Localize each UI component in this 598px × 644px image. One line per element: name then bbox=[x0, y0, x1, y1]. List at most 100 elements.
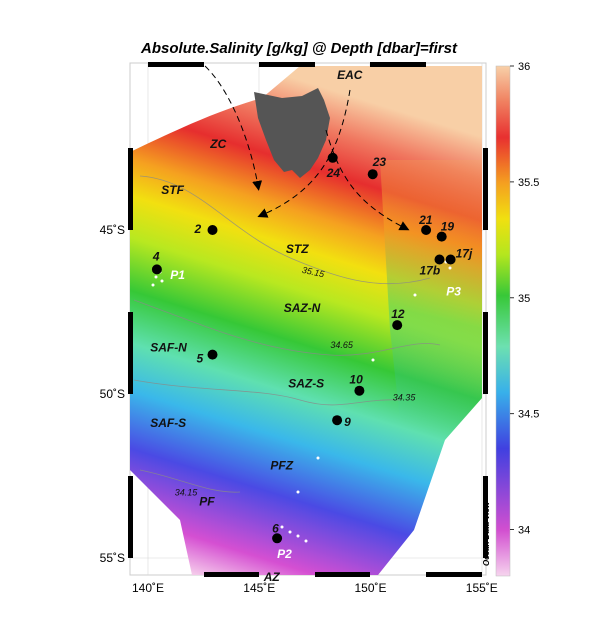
border-tick-bottom bbox=[204, 572, 259, 577]
float-track-misc-point bbox=[296, 490, 300, 494]
station-marker bbox=[445, 254, 456, 265]
contour-lines bbox=[133, 175, 441, 493]
contour-label: 34.65 bbox=[330, 340, 354, 350]
float-track-p1-point bbox=[154, 275, 158, 279]
station-label: 12 bbox=[391, 307, 405, 321]
contour-labels: 35.15 34.65 34.35 34.15 bbox=[175, 265, 417, 498]
station-label: 24 bbox=[326, 166, 341, 180]
contour-line-35-15 bbox=[139, 175, 431, 285]
y-tick-label: 55˚S bbox=[100, 551, 125, 565]
salinity-field bbox=[130, 66, 482, 575]
zone-label: AZ bbox=[263, 570, 281, 584]
station-label: 5 bbox=[197, 352, 204, 366]
station-marker bbox=[332, 415, 343, 426]
y-tick-label: 50˚S bbox=[100, 387, 125, 401]
float-track-p2-point bbox=[280, 525, 284, 529]
station-label: 6 bbox=[272, 521, 279, 535]
float-track-misc-point bbox=[316, 456, 320, 460]
colorbar-bar bbox=[495, 65, 511, 577]
float-track-misc-point bbox=[413, 293, 417, 297]
float-track-p1-point bbox=[160, 279, 164, 283]
zone-label: PF bbox=[199, 495, 215, 509]
colorbar-tick-label: 35.5 bbox=[518, 177, 539, 189]
float-track-p2-point bbox=[304, 539, 308, 543]
station-marker bbox=[354, 385, 365, 396]
axis-labels: 140˚E 145˚E 150˚E 155˚E 45˚S 50˚S 55˚S bbox=[100, 223, 498, 595]
y-tick-label: 45˚S bbox=[100, 223, 125, 237]
station-marker bbox=[272, 533, 283, 544]
station-label: 21 bbox=[418, 213, 433, 227]
x-tick-label: 145˚E bbox=[243, 581, 275, 595]
station-label: 2 bbox=[194, 222, 202, 236]
float-track-p2-point bbox=[288, 530, 292, 534]
contour-label: 34.35 bbox=[393, 393, 417, 403]
contour-line-34-35 bbox=[133, 379, 401, 406]
zeehan-current-arrow bbox=[204, 65, 263, 191]
x-tick-label: 150˚E bbox=[354, 581, 386, 595]
float-labels: P1 P2 P3 bbox=[170, 268, 461, 561]
contour-line-34-15 bbox=[139, 469, 241, 493]
station-label: 19 bbox=[441, 220, 455, 234]
border-tick-top bbox=[259, 62, 315, 67]
float-track-p1-point bbox=[151, 283, 155, 287]
border-tick-left bbox=[128, 312, 133, 394]
zone-label: SAF-N bbox=[150, 340, 187, 354]
station-label: 23 bbox=[372, 155, 387, 169]
float-label: P3 bbox=[446, 285, 461, 299]
border-tick-top bbox=[370, 62, 426, 67]
station-marker bbox=[207, 349, 218, 360]
colorbar-tick-label: 36 bbox=[518, 61, 530, 73]
page-title: Absolute.Salinity [g/kg] @ Depth [dbar]=… bbox=[141, 40, 457, 57]
zone-label: PFZ bbox=[270, 458, 293, 472]
border-tick-left bbox=[128, 476, 133, 558]
zone-label: ZC bbox=[209, 137, 226, 151]
colorbar-tick-label: 34.5 bbox=[518, 409, 539, 421]
float-label: P2 bbox=[277, 547, 292, 561]
station-marker bbox=[436, 231, 447, 242]
zone-labels: EAC ZC STF STZ SAZ-N SAF-N SAZ-S SAF-S PFZ PF AZ bbox=[150, 68, 363, 584]
border-tick-right bbox=[483, 312, 488, 394]
float-label: P1 bbox=[170, 268, 185, 282]
border-ticks bbox=[128, 62, 488, 577]
station-label: 4 bbox=[152, 249, 160, 263]
station-marker bbox=[327, 152, 338, 163]
float-track-p2-point bbox=[296, 534, 300, 538]
zone-label: EAC bbox=[337, 68, 363, 82]
x-tick-label: 155˚E bbox=[466, 581, 498, 595]
station-marker bbox=[367, 169, 378, 180]
eac-current-arrow bbox=[257, 89, 351, 218]
x-tick-label: 140˚E bbox=[132, 581, 164, 595]
colorbar-tick-label: 35 bbox=[518, 293, 530, 305]
zone-label: STF bbox=[161, 183, 184, 197]
zone-label: STZ bbox=[286, 242, 309, 256]
station-marker bbox=[392, 320, 403, 331]
colorbar-ticks: 34 34.5 35 35.5 36 bbox=[510, 61, 539, 537]
station-label: 17j bbox=[456, 247, 473, 261]
station-label: 10 bbox=[349, 373, 363, 387]
station-marker bbox=[207, 225, 218, 235]
border-tick-top bbox=[148, 62, 204, 67]
colorbar-tick-label: 34 bbox=[518, 525, 530, 537]
odv-watermark: Ocean Data View bbox=[482, 501, 491, 566]
border-tick-right bbox=[483, 148, 488, 230]
zone-label: SAZ-N bbox=[284, 301, 321, 315]
station-label: 17b bbox=[420, 264, 441, 278]
float-track-misc-point bbox=[371, 358, 375, 362]
zone-label: SAF-S bbox=[150, 416, 186, 430]
float-track-p3-point bbox=[448, 266, 452, 270]
border-tick-bottom bbox=[315, 572, 370, 577]
station-marker bbox=[421, 225, 432, 235]
station-marker bbox=[434, 254, 445, 265]
current-arrows bbox=[204, 65, 410, 231]
contour-label: 34.15 bbox=[175, 488, 199, 498]
eac-extension-arrow bbox=[325, 129, 410, 231]
contour-label: 35.15 bbox=[301, 265, 326, 280]
station-marker bbox=[151, 264, 162, 275]
contour-line-34-65 bbox=[133, 299, 441, 356]
border-tick-right bbox=[483, 476, 488, 558]
border-tick-left bbox=[128, 148, 133, 230]
tasmania-landmass bbox=[254, 88, 330, 178]
border-tick-bottom bbox=[426, 572, 482, 577]
